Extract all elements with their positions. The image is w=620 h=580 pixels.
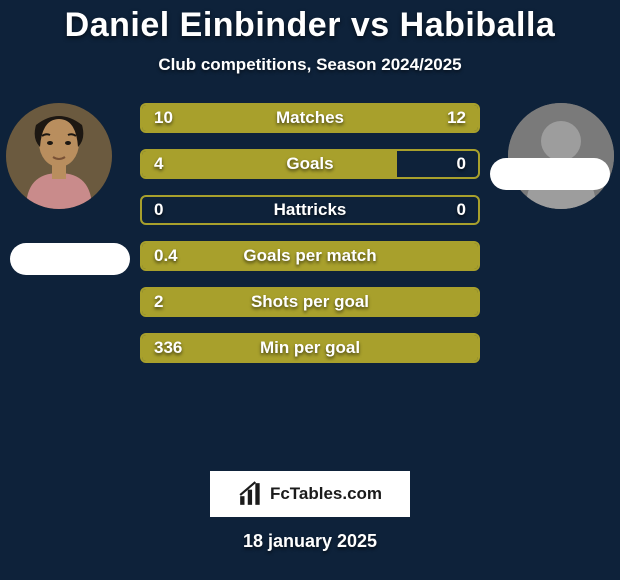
stat-fill-left [142, 105, 295, 131]
footer-logo-text: FcTables.com [270, 484, 382, 504]
stat-fill-left [142, 151, 397, 177]
avatar-left [6, 103, 112, 209]
stat-fill-left [142, 289, 478, 315]
stat-row: Matches1012 [140, 103, 480, 133]
stat-value-right: 0 [457, 197, 466, 223]
page-title: Daniel Einbinder vs Habiballa [0, 6, 620, 45]
comparison-card: Daniel Einbinder vs Habiballa Club compe… [0, 0, 620, 552]
stat-label: Hattricks [142, 197, 478, 223]
player-photo-icon [6, 103, 112, 209]
stat-fill-left [142, 243, 478, 269]
stat-row: Min per goal336 [140, 333, 480, 363]
footer-date: 18 january 2025 [0, 531, 620, 552]
stat-bars: Matches1012Goals40Hattricks00Goals per m… [140, 103, 480, 379]
chart-bars-icon [238, 481, 264, 507]
stat-row: Goals per match0.4 [140, 241, 480, 271]
comparison-stage: Matches1012Goals40Hattricks00Goals per m… [0, 103, 620, 463]
page-subtitle: Club competitions, Season 2024/2025 [0, 55, 620, 75]
stat-value-left: 0 [154, 197, 163, 223]
stat-fill-left [142, 335, 478, 361]
stat-row: Hattricks0 0 [140, 195, 480, 225]
stat-row: Goals40 [140, 149, 480, 179]
name-badge-right [490, 158, 610, 190]
stat-fill-right [295, 105, 478, 131]
avatar-right [508, 103, 614, 209]
stat-value-right: 0 [457, 151, 466, 177]
footer-logo: FcTables.com [210, 471, 410, 517]
player-silhouette-icon [508, 103, 614, 209]
name-badge-left [10, 243, 130, 275]
stat-row: Shots per goal2 [140, 287, 480, 317]
